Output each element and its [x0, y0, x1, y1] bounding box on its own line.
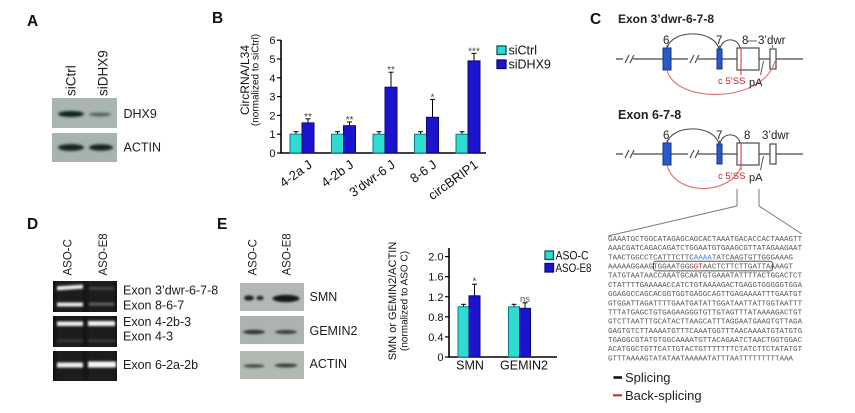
svg-text:E: E	[217, 216, 227, 233]
svg-text:3: 3	[269, 92, 275, 104]
svg-text:c 5’SS: c 5’SS	[718, 76, 745, 87]
svg-text:TAACTGGCCTCATTTCTTCAAAATATCAAG: TAACTGGCCTCATTTCTTCAAAATATCAAGTGTTGGGAAA…	[608, 254, 794, 262]
svg-text:SMN or GEMIN2/ACTIN: SMN or GEMIN2/ACTIN	[387, 242, 399, 361]
svg-text:DHX9: DHX9	[124, 107, 157, 121]
svg-text:CTATTTTGAAAAACCATCTGTAAAAGACTG: CTATTTTGAAAAACCATCTGTAAAAGACTGAGGTGGGGGT…	[608, 282, 803, 290]
svg-text:Exon 6-7-8: Exon 6-7-8	[618, 108, 681, 122]
svg-text:pA: pA	[749, 172, 763, 184]
svg-text:ASO-E8: ASO-E8	[282, 233, 294, 275]
svg-text:ACTIN: ACTIN	[124, 141, 162, 155]
svg-text:Exon 8-6-7: Exon 8-6-7	[123, 299, 184, 313]
svg-text:c 5’SS: c 5’SS	[718, 171, 745, 182]
svg-text:GAGTGTCTTAAAATGTTTCAAATGGTTTAA: GAGTGTCTTAAAATGTTTCAAATGGTTTAACAAAATGTAT…	[608, 328, 803, 336]
svg-text:GTCTTAATTTGCATACTTAAGCATTTAGGA: GTCTTAATTTGCATACTTAAGCATTTAGGAATGAAGTGTT…	[608, 319, 803, 327]
svg-text:5: 5	[269, 54, 275, 66]
svg-text:ACATGGCTGTTCATTGTACTGTTTTTTTCT: ACATGGCTGTTCATTGTACTGTTTTTTTCTATCTTCTATA…	[608, 346, 803, 354]
svg-text:8: 8	[742, 35, 748, 47]
svg-text:GTTTAAAAGTATATAATAAAAATATTTAAT: GTTTAAAAGTATATAATAAAAATATTTAATTTTTTTTTAA…	[608, 355, 794, 363]
svg-text:TGAGGCGTATGTGGCAAAATGTTACAGAAT: TGAGGCGTATGTGGCAAAATGTTACAGAATCTAACTGGTG…	[608, 337, 803, 345]
svg-text:***: ***	[468, 46, 480, 57]
svg-text:**: **	[346, 115, 354, 126]
svg-text:7: 7	[716, 35, 722, 47]
svg-text:ASO-E8: ASO-E8	[98, 233, 110, 275]
svg-text:ACTIN: ACTIN	[310, 357, 348, 371]
svg-text:6: 6	[663, 35, 669, 47]
svg-text:1.2: 1.2	[428, 292, 443, 304]
svg-text:*: *	[473, 277, 477, 288]
svg-text:GGAGGCCAGCACGGTGGTGAGGCAGTTGAG: GGAGGCCAGCACGGTGGTGAGGCAGTTGAGAAAATTTGAA…	[608, 291, 803, 299]
svg-text:SMN: SMN	[310, 290, 338, 304]
svg-text:Exon 6-2a-2b: Exon 6-2a-2b	[123, 358, 198, 372]
svg-text:siCtrl: siCtrl	[64, 65, 79, 96]
svg-text:8: 8	[744, 130, 750, 142]
svg-text:SMN: SMN	[456, 359, 484, 373]
svg-text:siDHX9: siDHX9	[96, 50, 111, 96]
svg-text:*: *	[431, 92, 435, 103]
svg-text:1: 1	[269, 129, 275, 141]
svg-text:0.8: 0.8	[428, 312, 443, 324]
svg-text:GTGGATTAGATTTTGAATGATATTGGATAA: GTGGATTAGATTTTGAATGATATTGGATAATTATTGGTAA…	[608, 300, 803, 308]
svg-text:AAAAAGGAAGTGGAATGGGGTAACTCTTCT: AAAAAGGAAGTGGAATGGGGTAACTCTTCTTGATTAAAAG…	[608, 264, 794, 272]
svg-text:0: 0	[437, 352, 443, 364]
svg-text:GAAATGCTGGCATAGAGCAGCACTAAATGA: GAAATGCTGGCATAGAGCAGCACTAAATGACACCACTAAA…	[608, 236, 803, 244]
svg-text:siDHX9: siDHX9	[509, 58, 551, 72]
svg-text:GEMIN2: GEMIN2	[310, 324, 358, 338]
svg-text:ASO-C: ASO-C	[248, 239, 260, 275]
svg-text:CircRNA/L34: CircRNA/L34	[238, 45, 252, 115]
svg-text:2: 2	[269, 110, 275, 122]
svg-text:AAACGATCAGACAGATCTGGAATGTGAAGC: AAACGATCAGACAGATCTGGAATGTGAAGCGTTATAGAAG…	[608, 245, 803, 253]
svg-text:0.4: 0.4	[428, 332, 443, 344]
svg-text:Exon 4-3: Exon 4-3	[123, 330, 173, 344]
svg-text:ns: ns	[520, 294, 530, 305]
svg-text:TTTATGAGCTGTGAGAAGGGTGTTGTAGTT: TTTATGAGCTGTGAGAAGGGTGTTGTAGTTTATAAAAGAC…	[608, 309, 803, 317]
svg-text:ASO-C: ASO-C	[63, 239, 75, 275]
svg-text:6: 6	[269, 35, 275, 47]
svg-text:A: A	[27, 13, 38, 30]
svg-text:Splicing: Splicing	[625, 370, 671, 385]
svg-text:B: B	[212, 10, 223, 27]
svg-text:**: **	[304, 112, 312, 123]
svg-text:Exon 3’dwr-6-7-8: Exon 3’dwr-6-7-8	[123, 284, 218, 298]
svg-text:1.6: 1.6	[428, 272, 443, 284]
svg-text:TATGTAATAACCAAATGCAATGTGAAATAT: TATGTAATAACCAAATGCAATGTGAAATATTTTACTGGAC…	[608, 273, 803, 281]
svg-text:0: 0	[269, 148, 275, 160]
svg-text:pA: pA	[749, 77, 763, 89]
svg-text:GEMIN2: GEMIN2	[500, 359, 548, 373]
svg-text:Exon 3’dwr-6-7-8: Exon 3’dwr-6-7-8	[618, 12, 714, 26]
svg-text:6: 6	[663, 130, 669, 142]
svg-text:4: 4	[269, 73, 275, 85]
svg-text:3’dwr: 3’dwr	[762, 130, 790, 142]
svg-text:D: D	[27, 216, 38, 233]
svg-text:(normalized to siCtrl): (normalized to siCtrl)	[251, 34, 262, 126]
svg-text:2.0: 2.0	[428, 252, 443, 264]
svg-text:ASO-C: ASO-C	[556, 251, 589, 263]
svg-text:(normalized to ASO C): (normalized to ASO C)	[400, 251, 411, 351]
svg-text:siCtrl: siCtrl	[509, 44, 537, 58]
svg-text:7: 7	[716, 130, 722, 142]
svg-text:ASO-E8: ASO-E8	[556, 263, 592, 275]
svg-text:**: **	[387, 65, 395, 76]
svg-text:C: C	[590, 11, 601, 28]
svg-text:Back-splicing: Back-splicing	[625, 388, 702, 403]
svg-text:Exon 4-2b-3: Exon 4-2b-3	[123, 315, 191, 329]
svg-text:3’dwr: 3’dwr	[758, 35, 786, 47]
